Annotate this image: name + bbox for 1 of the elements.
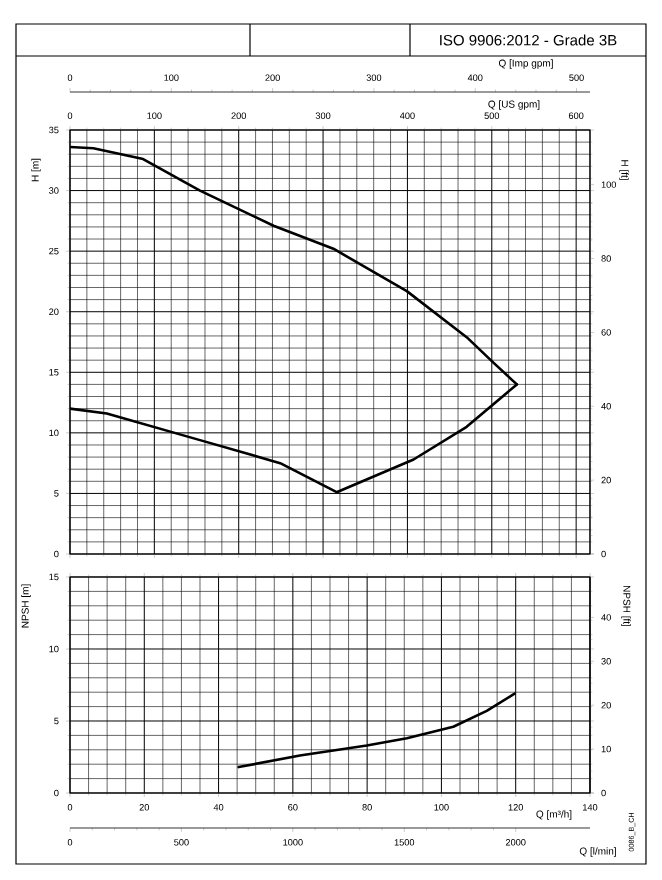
- line-series: [237, 692, 516, 769]
